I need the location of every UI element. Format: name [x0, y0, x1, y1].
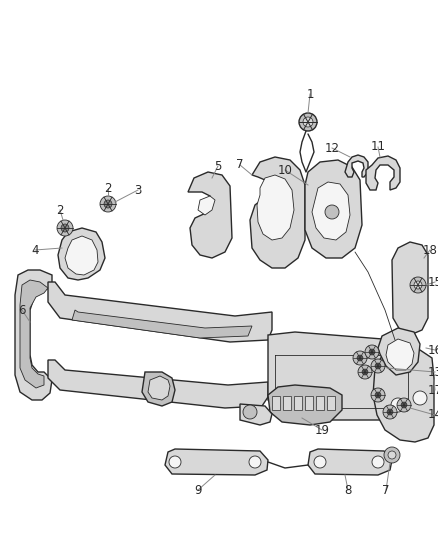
Circle shape	[104, 200, 112, 208]
Text: 2: 2	[104, 182, 112, 195]
Circle shape	[357, 355, 363, 361]
Polygon shape	[316, 396, 324, 410]
Circle shape	[375, 392, 381, 398]
Polygon shape	[15, 270, 52, 400]
Text: 19: 19	[314, 424, 329, 437]
Polygon shape	[48, 282, 272, 342]
Circle shape	[383, 405, 397, 419]
Polygon shape	[65, 236, 98, 275]
Text: 10: 10	[278, 164, 293, 176]
Polygon shape	[250, 157, 305, 268]
Polygon shape	[272, 396, 280, 410]
Polygon shape	[345, 155, 368, 177]
Circle shape	[410, 277, 426, 293]
Circle shape	[249, 456, 261, 468]
Polygon shape	[165, 449, 268, 475]
Polygon shape	[373, 350, 434, 442]
Text: 12: 12	[325, 141, 339, 155]
Polygon shape	[268, 332, 412, 420]
Text: 13: 13	[427, 366, 438, 378]
Text: 14: 14	[427, 408, 438, 422]
Circle shape	[299, 113, 317, 131]
Polygon shape	[48, 360, 268, 408]
Text: 18: 18	[423, 244, 438, 256]
Text: 6: 6	[18, 303, 26, 317]
Polygon shape	[312, 182, 350, 240]
Polygon shape	[392, 242, 428, 335]
Circle shape	[314, 456, 326, 468]
Polygon shape	[283, 396, 291, 410]
Polygon shape	[188, 172, 232, 258]
Circle shape	[369, 349, 375, 355]
Circle shape	[365, 345, 379, 359]
Circle shape	[61, 224, 69, 232]
Circle shape	[353, 351, 367, 365]
Polygon shape	[268, 385, 342, 425]
Polygon shape	[142, 372, 175, 406]
Circle shape	[303, 117, 313, 127]
Circle shape	[371, 359, 385, 373]
Circle shape	[358, 365, 372, 379]
Text: 9: 9	[194, 483, 202, 497]
Circle shape	[414, 281, 422, 289]
Polygon shape	[386, 339, 414, 370]
Circle shape	[169, 456, 181, 468]
Circle shape	[413, 391, 427, 405]
Circle shape	[391, 398, 405, 412]
Circle shape	[372, 456, 384, 468]
Circle shape	[388, 451, 396, 459]
Polygon shape	[305, 396, 313, 410]
Text: 11: 11	[371, 141, 385, 154]
Text: 16: 16	[427, 343, 438, 357]
Polygon shape	[240, 404, 272, 425]
Circle shape	[397, 398, 411, 412]
Text: 3: 3	[134, 183, 141, 197]
Circle shape	[243, 405, 257, 419]
Polygon shape	[58, 228, 105, 280]
Circle shape	[371, 388, 385, 402]
Text: 1: 1	[306, 87, 314, 101]
Polygon shape	[308, 449, 392, 475]
Text: 5: 5	[214, 159, 222, 173]
Polygon shape	[148, 376, 170, 400]
Text: 4: 4	[31, 244, 39, 256]
Circle shape	[100, 196, 116, 212]
Polygon shape	[294, 396, 302, 410]
Circle shape	[401, 402, 407, 408]
Circle shape	[387, 409, 393, 415]
Polygon shape	[257, 175, 294, 240]
Circle shape	[362, 369, 368, 375]
Text: 15: 15	[427, 276, 438, 288]
Circle shape	[384, 447, 400, 463]
Circle shape	[325, 205, 339, 219]
Text: 17: 17	[427, 384, 438, 397]
Polygon shape	[198, 196, 215, 215]
Polygon shape	[378, 328, 420, 375]
Text: 7: 7	[236, 158, 244, 172]
Text: 2: 2	[56, 204, 64, 216]
Polygon shape	[20, 280, 48, 388]
Circle shape	[57, 220, 73, 236]
Text: 7: 7	[382, 483, 390, 497]
Polygon shape	[366, 156, 400, 190]
Polygon shape	[305, 160, 362, 258]
Text: 8: 8	[344, 483, 352, 497]
Polygon shape	[72, 310, 252, 338]
Circle shape	[375, 363, 381, 369]
Polygon shape	[327, 396, 335, 410]
